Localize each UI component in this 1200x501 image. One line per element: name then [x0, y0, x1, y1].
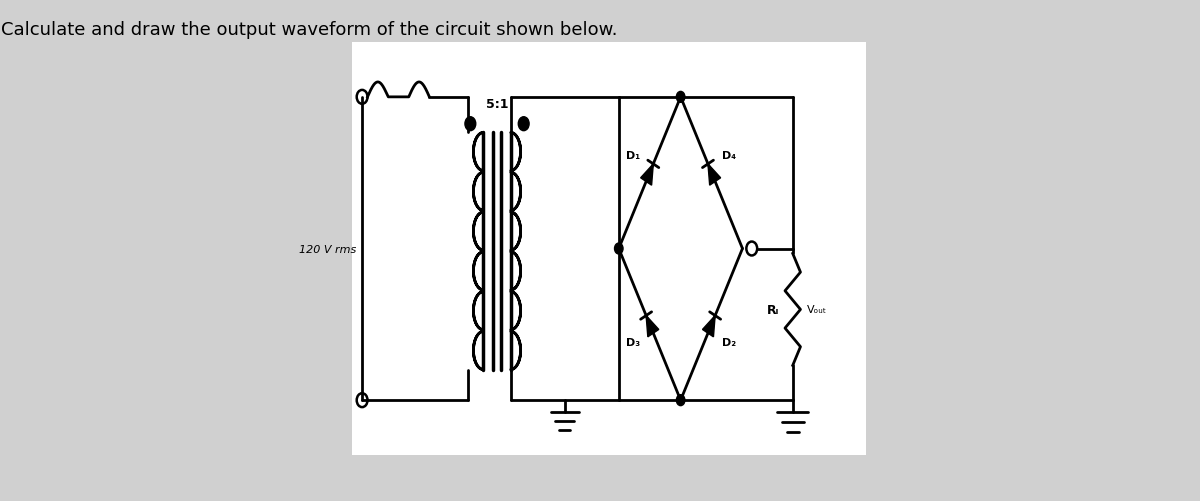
Text: D₃: D₃ [625, 338, 640, 348]
Text: D₂: D₂ [721, 338, 736, 348]
Circle shape [677, 395, 685, 406]
Polygon shape [641, 164, 653, 186]
Circle shape [677, 92, 685, 103]
Circle shape [614, 243, 623, 255]
FancyBboxPatch shape [352, 43, 866, 455]
Text: D₁: D₁ [625, 150, 640, 160]
Text: D₄: D₄ [721, 150, 736, 160]
Circle shape [518, 118, 529, 131]
Text: Vₒᵤₜ: Vₒᵤₜ [806, 305, 827, 315]
Text: Calculate and draw the output waveform of the circuit shown below.: Calculate and draw the output waveform o… [1, 21, 618, 39]
Text: 120 V rms: 120 V rms [299, 244, 356, 254]
Text: Rₗ: Rₗ [767, 303, 779, 316]
Text: 5:1: 5:1 [486, 98, 509, 111]
Circle shape [464, 118, 475, 131]
Polygon shape [708, 164, 721, 186]
Polygon shape [646, 316, 659, 337]
Polygon shape [702, 316, 715, 337]
